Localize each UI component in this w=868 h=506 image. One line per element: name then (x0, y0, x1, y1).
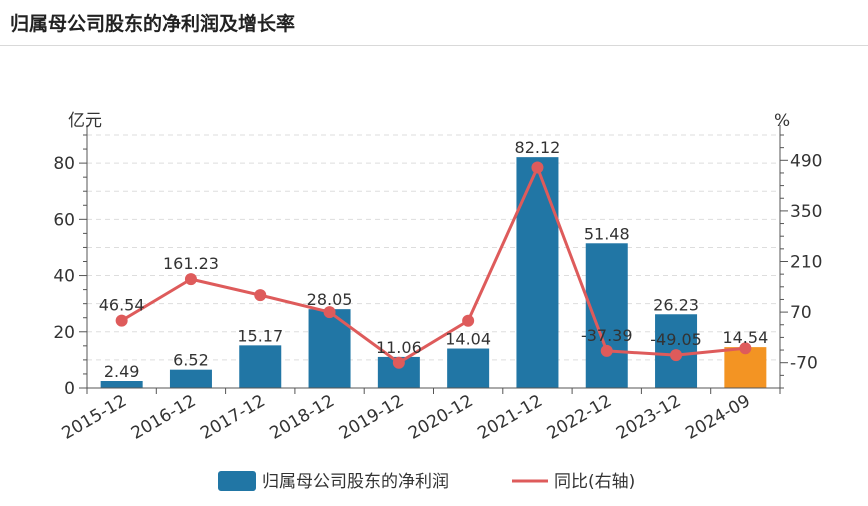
bar-value-label: 2.49 (104, 362, 140, 381)
axes: 020406080-70702103504902015-122016-12201… (53, 125, 822, 444)
left-tick-label: 80 (53, 154, 75, 174)
right-tick-label: 350 (790, 202, 822, 222)
bar (239, 345, 282, 388)
bar-value-label: 15.17 (237, 326, 283, 345)
growth-value-label: 46.54 (99, 296, 145, 315)
growth-point (392, 356, 405, 369)
growth-point (739, 342, 752, 355)
bar-value-label: 82.12 (515, 138, 561, 157)
title-bar: 归属母公司股东的净利润及增长率 (0, 0, 868, 46)
bar-value-label: 28.05 (307, 290, 353, 309)
x-tick-label: 2023-12 (613, 391, 685, 444)
line-series (115, 161, 752, 369)
x-tick-label: 2022-12 (544, 391, 616, 444)
x-tick-label: 2021-12 (474, 391, 546, 444)
x-tick-label: 2018-12 (267, 391, 339, 444)
bar-value-label: 6.52 (173, 351, 209, 370)
bar-value-label: 14.54 (722, 328, 768, 347)
left-tick-label: 20 (53, 323, 75, 343)
right-tick-label: 210 (790, 253, 822, 273)
bar-series (100, 157, 767, 388)
x-tick-label: 2019-12 (336, 391, 408, 444)
right-axis-unit: % (774, 111, 790, 131)
growth-value-label: -37.39 (581, 326, 633, 345)
growth-point (184, 273, 197, 286)
bar-value-label: 14.04 (445, 330, 491, 349)
growth-point (323, 306, 336, 319)
x-tick-label: 2024-09 (682, 391, 754, 444)
x-tick-label: 2020-12 (405, 391, 477, 444)
bar-value-label: 51.48 (584, 224, 630, 243)
legend-bar-swatch[interactable] (218, 471, 256, 491)
growth-point (600, 344, 613, 357)
legend-line-label[interactable]: 同比(右轴) (554, 472, 635, 492)
bar (447, 348, 490, 388)
legend: 归属母公司股东的净利润 同比(右轴) (218, 471, 635, 492)
growth-value-label: -49.05 (650, 330, 702, 349)
legend-bar-label[interactable]: 归属母公司股东的净利润 (262, 472, 449, 492)
growth-point (462, 314, 475, 327)
growth-point (531, 161, 544, 174)
bar-value-label: 26.23 (653, 295, 699, 314)
left-axis-unit: 亿元 (68, 111, 102, 131)
bar (169, 369, 212, 388)
bar (516, 157, 559, 388)
right-tick-label: -70 (790, 354, 818, 374)
right-tick-label: 70 (790, 303, 812, 323)
bar (100, 381, 143, 388)
growth-point (254, 289, 267, 302)
growth-line (120, 166, 746, 365)
bar-value-label: 11.06 (376, 338, 422, 357)
data-labels: 2.49 6.52 15.17 28.05 11.06 14.04 82.12 51.48 26… (99, 138, 769, 381)
growth-point (670, 349, 683, 362)
left-tick-label: 60 (53, 210, 75, 230)
left-tick-label: 40 (53, 267, 75, 287)
x-tick-label: 2016-12 (128, 391, 200, 444)
left-tick-label: 0 (64, 379, 75, 399)
growth-point (115, 314, 128, 327)
right-tick-label: 490 (790, 151, 822, 171)
x-tick-label: 2017-12 (197, 391, 269, 444)
page-title: 归属母公司股东的净利润及增长率 (10, 13, 296, 35)
growth-value-label: 161.23 (163, 254, 219, 273)
